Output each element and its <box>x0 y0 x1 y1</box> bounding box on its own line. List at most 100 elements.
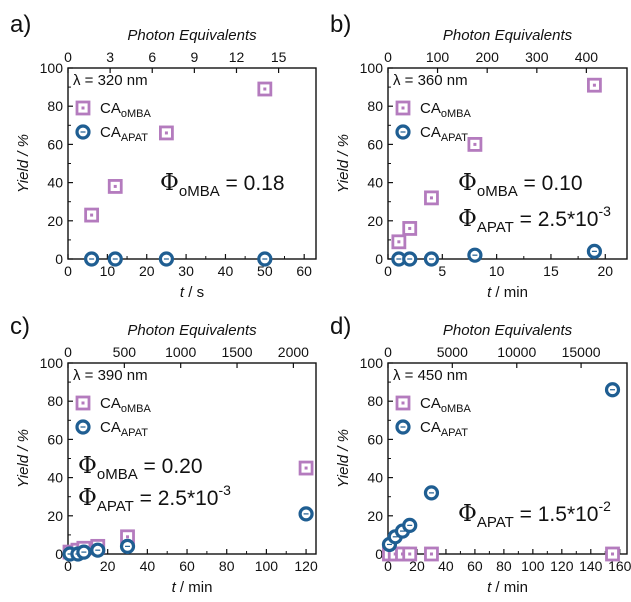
x-tick-label: 15 <box>543 263 559 279</box>
top-axis-title: Photon Equivalents <box>127 322 257 339</box>
legend-label-omba: CAoMBA <box>420 100 471 120</box>
panel-label: b) <box>330 11 351 38</box>
series-apat <box>381 382 621 553</box>
x-tick-label: 5 <box>438 263 446 279</box>
series-omba <box>382 546 620 562</box>
top-tick-label: 10000 <box>497 344 536 360</box>
series-omba <box>391 77 602 250</box>
top-tick-label: 12 <box>229 49 245 65</box>
x-tick-label: 60 <box>179 558 195 574</box>
top-tick-label: 0 <box>64 344 72 360</box>
quantum-yield-apat: ΦAPAT = 2.5*10-3 <box>78 482 231 515</box>
x-tick-label: 100 <box>521 558 545 574</box>
legend-marker-omba-center <box>401 106 405 110</box>
x-axis-title: t / min <box>487 579 528 596</box>
y-tick-label: 60 <box>47 136 63 152</box>
y-tick-label: 20 <box>367 213 383 229</box>
y-tick-label: 0 <box>55 546 63 562</box>
quantum-yield-omba: ΦoMBA = 0.18 <box>160 170 285 200</box>
top-tick-label: 3 <box>106 49 114 65</box>
top-tick-label: 1500 <box>221 344 252 360</box>
data-point-omba-center <box>592 83 596 87</box>
plot-frame <box>67 67 317 260</box>
x-tick-label: 60 <box>296 263 312 279</box>
y-tick-label: 80 <box>367 98 383 114</box>
data-point-omba-center <box>408 552 412 556</box>
y-tick-label: 60 <box>367 136 383 152</box>
x-tick-label: 40 <box>140 558 156 574</box>
data-point-omba-center <box>611 552 615 556</box>
x-tick-label: 20 <box>139 263 155 279</box>
top-tick-label: 0 <box>64 49 72 65</box>
y-tick-label: 0 <box>375 251 383 267</box>
x-tick-label: 40 <box>438 558 454 574</box>
x-tick-label: 80 <box>496 558 512 574</box>
y-tick-label: 20 <box>367 508 383 524</box>
panel-label: a) <box>10 11 31 38</box>
x-tick-label: 10 <box>489 263 505 279</box>
x-tick-label: 10 <box>100 263 116 279</box>
top-tick-label: 15000 <box>562 344 601 360</box>
top-tick-label: 0 <box>384 344 392 360</box>
top-tick-label: 1000 <box>165 344 196 360</box>
data-point-omba-center <box>113 184 117 188</box>
data-point-omba-center <box>473 142 477 146</box>
quantum-yield-apat: ΦAPAT = 1.5*10-2 <box>458 498 611 531</box>
wavelength-label: λ = 390 nm <box>73 367 148 384</box>
y-tick-label: 40 <box>47 175 63 191</box>
legend-marker-omba-center <box>81 401 85 405</box>
data-point-omba-center <box>429 196 433 200</box>
y-tick-label: 40 <box>47 470 63 486</box>
y-tick-label: 40 <box>367 175 383 191</box>
top-tick-label: 200 <box>476 49 500 65</box>
y-tick-label: 100 <box>40 355 64 371</box>
y-tick-label: 0 <box>375 546 383 562</box>
quantum-yield-omba: ΦoMBA = 0.20 <box>78 453 203 483</box>
top-tick-label: 2000 <box>278 344 309 360</box>
y-axis-title: Yield / % <box>335 429 352 488</box>
x-tick-label: 120 <box>294 558 318 574</box>
y-tick-label: 40 <box>367 470 383 486</box>
y-tick-label: 100 <box>40 60 64 76</box>
y-axis-title: Yield / % <box>335 134 352 193</box>
x-tick-label: 30 <box>178 263 194 279</box>
legend-label-apat: CAAPAT <box>420 124 468 144</box>
y-tick-label: 20 <box>47 213 63 229</box>
y-tick-label: 100 <box>360 355 384 371</box>
series-apat <box>84 251 273 267</box>
data-point-omba-center <box>263 87 267 91</box>
y-tick-label: 80 <box>47 393 63 409</box>
x-axis-title: t / min <box>172 579 213 596</box>
x-tick-label: 20 <box>597 263 613 279</box>
x-tick-label: 80 <box>219 558 235 574</box>
top-tick-label: 300 <box>525 49 549 65</box>
x-tick-label: 50 <box>257 263 273 279</box>
x-tick-label: 0 <box>64 263 72 279</box>
quantum-yield-omba: ΦoMBA = 0.10 <box>458 170 583 200</box>
top-tick-label: 400 <box>575 49 599 65</box>
wavelength-label: λ = 360 nm <box>393 72 468 89</box>
x-tick-label: 0 <box>384 558 392 574</box>
top-tick-label: 500 <box>113 344 137 360</box>
data-point-omba-center <box>429 552 433 556</box>
x-tick-label: 140 <box>579 558 603 574</box>
quantum-yield-apat: ΦAPAT = 2.5*10-3 <box>458 203 611 236</box>
series-omba <box>84 81 273 223</box>
top-axis-title: Photon Equivalents <box>443 27 573 44</box>
legend-label-apat: CAAPAT <box>100 124 148 144</box>
x-axis-title: t / s <box>180 284 204 301</box>
x-tick-label: 20 <box>100 558 116 574</box>
data-point-omba-center <box>408 226 412 230</box>
top-tick-label: 15 <box>271 49 287 65</box>
wavelength-label: λ = 320 nm <box>73 72 148 89</box>
legend-marker-omba-center <box>401 401 405 405</box>
top-tick-label: 0 <box>384 49 392 65</box>
legend-label-apat: CAAPAT <box>100 419 148 439</box>
x-tick-label: 60 <box>467 558 483 574</box>
x-tick-label: 100 <box>255 558 279 574</box>
y-tick-label: 100 <box>360 60 384 76</box>
